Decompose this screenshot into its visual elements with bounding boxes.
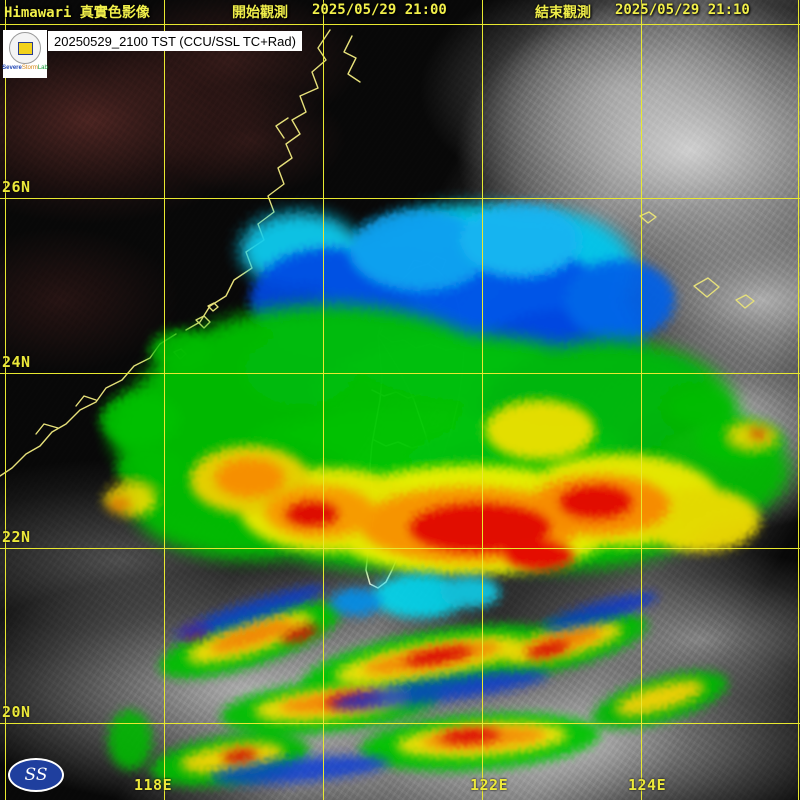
ccu-seal-icon: SevereStormLab [2,30,48,78]
caption-text: 20250529_2100 TST (CCU/SSL TC+Rad) [54,33,296,49]
start-time-value: 2025/05/29 21:00 [312,2,447,18]
severe-storm-lab-wordmark: SevereStormLab [2,65,48,72]
header-bar: Himawari 真實色影像 開始觀測 2025/05/29 21:00 結束觀… [0,0,800,24]
wordmark-lab: Lab [37,65,48,71]
start-time-label: 開始觀測 [232,5,288,21]
page-title: Himawari 真實色影像 [4,5,150,21]
caption-box: 20250529_2100 TST (CCU/SSL TC+Rad) [48,31,302,51]
ssl-logo-mark: SS [24,765,48,785]
wordmark-storm: Storm [21,65,38,71]
wordmark-severe: Severe [2,65,22,71]
seal-crest-icon [17,41,33,55]
ssl-oval-logo-icon: SS [8,758,64,792]
end-time-label: 結束觀測 [535,5,591,21]
end-time-value: 2025/05/29 21:10 [615,2,750,18]
seal-ring-icon [9,32,41,64]
